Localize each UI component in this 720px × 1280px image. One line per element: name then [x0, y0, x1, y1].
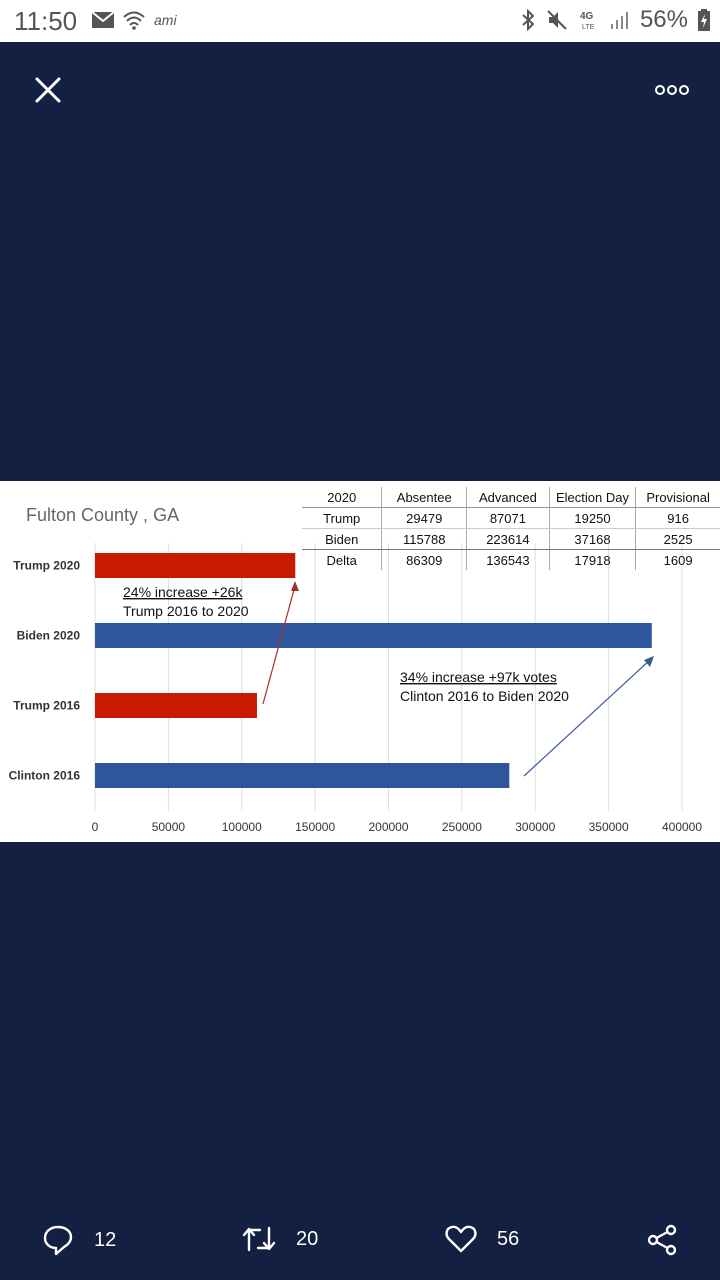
table-cell: 86309	[381, 549, 467, 570]
bar	[95, 623, 652, 648]
table-cell: 916	[635, 507, 720, 529]
x-tick-label: 250000	[442, 820, 482, 834]
table-cell: Trump	[302, 507, 382, 529]
table-cell: 17918	[548, 549, 636, 570]
biden-annotation-line2: Clinton 2016 to Biden 2020	[400, 688, 569, 704]
table-cell: 223614	[466, 528, 550, 550]
table-cell: 87071	[466, 507, 550, 529]
lte-icon: 4G LTE	[578, 9, 600, 31]
heart-icon	[445, 1225, 477, 1253]
x-tick-label: 300000	[515, 820, 555, 834]
category-label: Trump 2016	[13, 699, 80, 713]
table-cell: 29479	[381, 507, 467, 529]
x-tick-label: 100000	[222, 820, 262, 834]
mute-icon	[546, 9, 568, 31]
svg-text:LTE: LTE	[582, 24, 595, 31]
trump-arrow	[262, 585, 296, 705]
table-cell: 19250	[548, 507, 636, 529]
more-options-button[interactable]	[652, 80, 692, 100]
table-header: Provisional	[635, 487, 720, 508]
close-button[interactable]	[30, 72, 66, 108]
table-header: Advanced	[466, 487, 550, 508]
svg-text:4G: 4G	[580, 11, 594, 22]
biden-arrow-head	[644, 656, 654, 667]
table-header: Absentee	[381, 487, 467, 508]
x-tick-label: 150000	[295, 820, 335, 834]
battery-percent: 56%	[639, 6, 688, 33]
more-dots-icon	[655, 85, 689, 95]
reply-count: 12	[94, 1228, 117, 1251]
table-header-row: 2020 Absentee Advanced Election Day Prov…	[302, 487, 720, 508]
category-label: Trump 2020	[13, 559, 80, 573]
table-row: Trump 29479 87071 19250 916	[302, 507, 720, 529]
biden-annotation-line1: 34% increase +97k votes	[400, 669, 557, 685]
bar	[95, 553, 296, 578]
category-label: Clinton 2016	[9, 769, 81, 783]
biden-arrow	[523, 658, 652, 777]
trump-annotation-line2: Trump 2016 to 2020	[123, 603, 249, 619]
trump-annotation-line1: 24% increase +26k	[123, 584, 243, 600]
retweet-count: 20	[296, 1227, 319, 1250]
battery-charging-icon	[698, 9, 710, 31]
carrier-label: ami	[154, 12, 177, 28]
status-time: 11:50	[14, 6, 78, 36]
x-tick-label: 400000	[662, 820, 702, 834]
retweet-button[interactable]: 20	[242, 1224, 318, 1254]
x-tick-label: 0	[92, 820, 99, 834]
bluetooth-icon	[520, 9, 536, 31]
chart-title: Fulton County , GA	[26, 505, 180, 525]
category-label: Biden 2020	[17, 629, 81, 643]
bar-chart: Trump 2020 Biden 2020 Trump 2016 Clinton 20…	[9, 543, 702, 834]
table-cell: 1609	[635, 549, 720, 570]
x-tick-label: 50000	[152, 820, 186, 834]
retweet-icon	[242, 1226, 276, 1252]
bar	[95, 693, 257, 718]
table-row: Biden 115788 223614 37168 2525	[302, 528, 720, 550]
tweet-image[interactable]: Fulton County , GA Trump 2020 Biden 2020 T…	[0, 481, 720, 842]
table-header: 2020	[302, 487, 382, 508]
status-bar: 11:50 ami 4G LTE 56%	[0, 0, 720, 42]
like-button[interactable]: 56	[445, 1224, 519, 1254]
email-icon	[92, 12, 114, 28]
table-header: Election Day	[548, 487, 636, 508]
wifi-icon	[122, 10, 146, 30]
table-cell: 37168	[548, 528, 636, 550]
bar	[95, 763, 510, 788]
table-cell: Delta	[326, 552, 357, 568]
table-cell: 115788	[381, 528, 467, 550]
trump-arrow-head	[291, 581, 299, 591]
table-row: Delta 86309 136543 17918 1609	[302, 549, 720, 570]
table-cell: Biden	[302, 528, 382, 550]
share-button[interactable]	[646, 1224, 678, 1256]
reply-icon	[43, 1225, 73, 1256]
table-cell: 136543	[466, 549, 550, 570]
share-icon	[647, 1224, 677, 1256]
x-tick-label: 350000	[589, 820, 629, 834]
reply-button[interactable]: 12	[42, 1224, 116, 1256]
table-cell: 2525	[635, 528, 720, 550]
like-count: 56	[497, 1227, 520, 1250]
vote-table: 2020 Absentee Advanced Election Day Prov…	[302, 487, 720, 570]
x-tick-label: 200000	[368, 820, 408, 834]
close-icon	[35, 77, 61, 103]
tweet-actions: 12 20 56	[0, 1210, 720, 1270]
signal-icon	[610, 10, 630, 30]
